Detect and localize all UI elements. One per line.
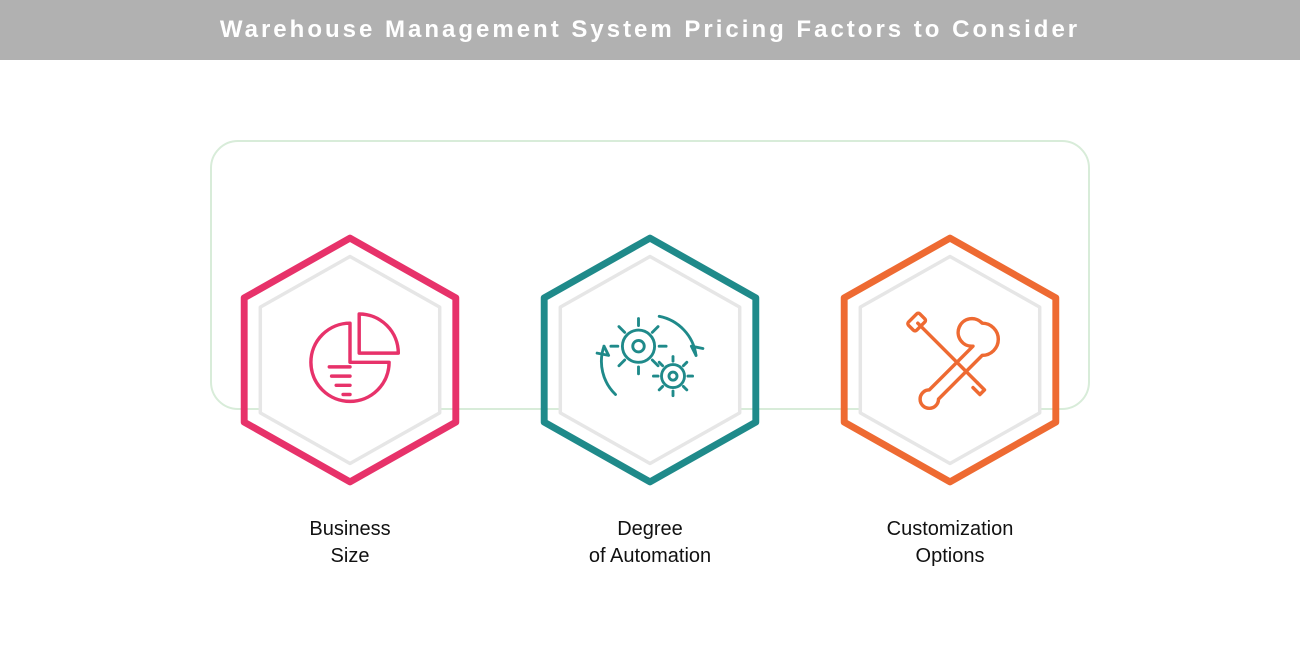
factor-customization-options: Customization Options	[820, 230, 1080, 570]
title-text: Warehouse Management System Pricing Fact…	[220, 16, 1080, 44]
hex-inner	[560, 257, 739, 464]
factor-business-size: Business Size	[220, 230, 480, 570]
hexagon-customization	[835, 230, 1065, 490]
hexagon-automation	[535, 230, 765, 490]
stage: Business Size	[0, 60, 1300, 669]
factor-degree-of-automation: Degree of Automation	[520, 230, 780, 570]
factor-label: Business Size	[309, 516, 390, 570]
factor-label: Customization Options	[887, 516, 1014, 570]
hex-inner	[860, 257, 1039, 464]
hexagon-row: Business Size	[0, 230, 1300, 570]
factor-label: Degree of Automation	[589, 516, 711, 570]
hexagon-business-size	[235, 230, 465, 490]
title-banner: Warehouse Management System Pricing Fact…	[0, 0, 1300, 60]
